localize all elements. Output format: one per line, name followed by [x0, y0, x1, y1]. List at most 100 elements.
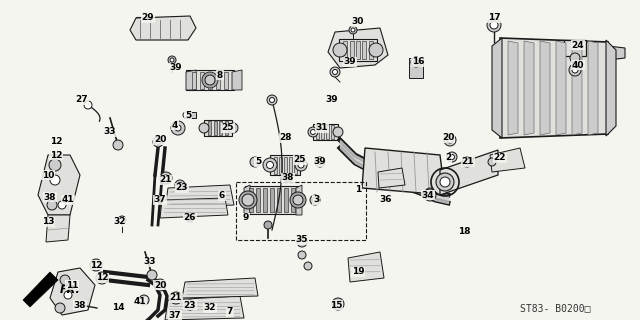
Polygon shape — [186, 70, 196, 90]
Bar — [289, 156, 291, 173]
Circle shape — [58, 201, 66, 209]
Bar — [200, 71, 204, 89]
Circle shape — [49, 159, 61, 171]
Text: 16: 16 — [412, 58, 424, 67]
Circle shape — [284, 174, 292, 182]
Circle shape — [447, 152, 457, 162]
Text: 1: 1 — [355, 186, 361, 195]
Bar — [356, 41, 360, 59]
Text: 20: 20 — [154, 135, 166, 145]
Text: 39: 39 — [344, 58, 356, 67]
Polygon shape — [492, 38, 502, 138]
Bar — [204, 120, 232, 136]
Circle shape — [186, 214, 194, 222]
Circle shape — [312, 197, 317, 203]
Circle shape — [447, 137, 453, 143]
Text: 24: 24 — [572, 41, 584, 50]
Circle shape — [93, 262, 99, 268]
Circle shape — [170, 292, 182, 304]
Circle shape — [293, 195, 303, 205]
Bar — [142, 19, 147, 37]
Bar — [186, 70, 234, 90]
Circle shape — [424, 189, 436, 201]
Text: 23: 23 — [184, 300, 196, 309]
Circle shape — [449, 155, 454, 159]
Circle shape — [330, 67, 340, 77]
Text: 7: 7 — [227, 308, 233, 316]
Circle shape — [570, 53, 580, 63]
Bar — [225, 121, 228, 135]
Bar — [136, 17, 188, 39]
Text: 27: 27 — [76, 95, 88, 105]
Circle shape — [84, 101, 92, 109]
Bar — [564, 40, 586, 56]
Polygon shape — [440, 150, 498, 195]
Circle shape — [267, 95, 277, 105]
Text: 3: 3 — [313, 196, 319, 204]
Text: 41: 41 — [61, 196, 74, 204]
Bar — [250, 188, 253, 212]
Bar — [236, 182, 366, 240]
Circle shape — [99, 275, 105, 281]
Circle shape — [64, 291, 72, 299]
Circle shape — [263, 158, 277, 172]
Circle shape — [308, 127, 318, 137]
Polygon shape — [165, 296, 244, 320]
Circle shape — [488, 158, 496, 166]
Text: 37: 37 — [169, 310, 181, 319]
Bar — [159, 19, 164, 37]
Text: 17: 17 — [488, 13, 500, 22]
Bar — [208, 121, 211, 135]
Circle shape — [173, 295, 179, 301]
Circle shape — [487, 18, 501, 32]
Text: 21: 21 — [461, 157, 474, 166]
Circle shape — [170, 58, 174, 62]
Polygon shape — [490, 148, 525, 172]
Bar — [331, 125, 334, 139]
Text: 37: 37 — [154, 196, 166, 204]
Circle shape — [462, 157, 472, 167]
Bar — [284, 188, 288, 212]
Polygon shape — [378, 168, 405, 188]
Text: 5: 5 — [255, 157, 261, 166]
Circle shape — [333, 127, 343, 137]
Polygon shape — [182, 278, 258, 298]
Circle shape — [171, 121, 185, 135]
Text: 12: 12 — [50, 150, 62, 159]
Text: 35: 35 — [296, 236, 308, 244]
Text: 38: 38 — [282, 173, 294, 182]
Circle shape — [55, 303, 65, 313]
Circle shape — [465, 159, 470, 164]
Text: FR.: FR. — [60, 285, 81, 295]
Polygon shape — [588, 41, 598, 135]
Circle shape — [333, 69, 337, 75]
Text: 10: 10 — [42, 171, 54, 180]
Circle shape — [269, 98, 275, 102]
Circle shape — [310, 195, 320, 205]
Circle shape — [168, 56, 176, 64]
Text: 38: 38 — [44, 193, 56, 202]
Bar — [223, 71, 228, 89]
Polygon shape — [572, 41, 582, 135]
Text: 39: 39 — [314, 157, 326, 166]
Text: 29: 29 — [141, 13, 154, 22]
Text: 8: 8 — [217, 70, 223, 79]
Circle shape — [440, 177, 450, 187]
Text: 28: 28 — [280, 133, 292, 142]
Polygon shape — [362, 148, 445, 195]
Circle shape — [428, 190, 433, 196]
Circle shape — [228, 123, 238, 133]
Circle shape — [250, 157, 260, 167]
Bar — [350, 41, 353, 59]
Bar — [312, 124, 337, 140]
Bar — [316, 125, 319, 139]
Circle shape — [157, 282, 163, 288]
Text: 26: 26 — [184, 213, 196, 222]
Polygon shape — [500, 38, 608, 138]
Circle shape — [175, 125, 181, 131]
Polygon shape — [38, 155, 80, 215]
Text: 32: 32 — [204, 303, 216, 313]
Bar — [294, 156, 296, 173]
Text: 13: 13 — [42, 218, 54, 227]
Bar — [369, 41, 372, 59]
